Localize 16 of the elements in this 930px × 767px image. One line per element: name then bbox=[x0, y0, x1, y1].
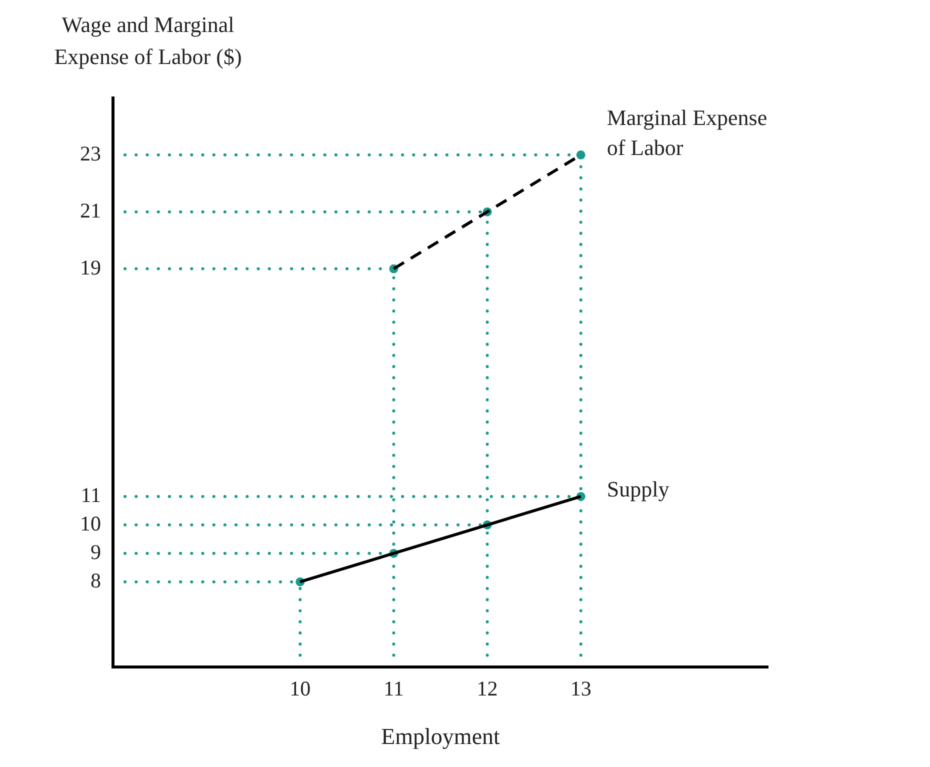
y-tick-label: 21 bbox=[80, 198, 101, 222]
x-tick-label: 13 bbox=[570, 676, 592, 700]
y-tick-label: 8 bbox=[90, 568, 101, 592]
y-tick-label: 9 bbox=[90, 540, 101, 564]
x-axis-title: Employment bbox=[381, 724, 501, 750]
y-tick-label: 11 bbox=[80, 482, 101, 507]
x-tick-label: 10 bbox=[290, 676, 311, 700]
y-tick-label: 10 bbox=[80, 511, 101, 536]
x-tick-label: 11 bbox=[384, 676, 404, 700]
y-tick-label: 19 bbox=[80, 255, 101, 280]
series-label: Marginal Expense of Labor bbox=[606, 104, 768, 160]
y-tick-label: 23 bbox=[80, 141, 101, 166]
point bbox=[576, 150, 586, 160]
y-axis-title: Wage and Marginal Expense of Labor ($) bbox=[54, 12, 242, 69]
x-tick-label: 12 bbox=[476, 676, 498, 700]
series-label: Supply bbox=[606, 476, 670, 502]
